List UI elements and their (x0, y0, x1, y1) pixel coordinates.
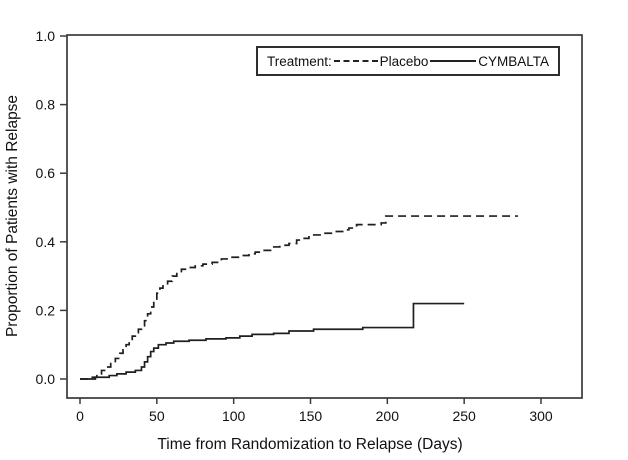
x-tick-label: 300 (529, 408, 553, 424)
cymbalta-curve (80, 302, 465, 380)
x-tick-label: 50 (149, 408, 165, 424)
x-tick-label: 200 (376, 408, 400, 424)
y-tick-label: 0.2 (36, 302, 56, 318)
legend-title: Treatment: (267, 53, 332, 69)
cymbalta-solid-line-swatch (430, 60, 477, 62)
x-tick-label: 0 (76, 408, 84, 424)
legend-box: Treatment: Placebo CYMBALTA (256, 46, 560, 76)
legend-label-placebo: Placebo (379, 53, 429, 69)
y-tick-label: 0.6 (36, 165, 56, 181)
plot-frame (66, 34, 583, 399)
y-axis-title: Proportion of Patients with Relapse (4, 95, 21, 337)
legend-label-cymbalta: CYMBALTA (478, 53, 549, 69)
x-tick-label: 100 (222, 408, 246, 424)
y-tick-label: 0.8 (36, 97, 56, 113)
placebo-curve (80, 215, 518, 380)
x-tick-label: 150 (299, 408, 323, 424)
x-axis-title: Time from Randomization to Relapse (Days… (157, 436, 462, 453)
y-tick-label: 1.0 (36, 28, 56, 44)
x-tick-label: 250 (452, 408, 476, 424)
y-tick-label: 0.0 (36, 371, 56, 387)
y-tick-label: 0.4 (36, 234, 56, 250)
placebo-dashed-line-swatch (333, 60, 378, 62)
